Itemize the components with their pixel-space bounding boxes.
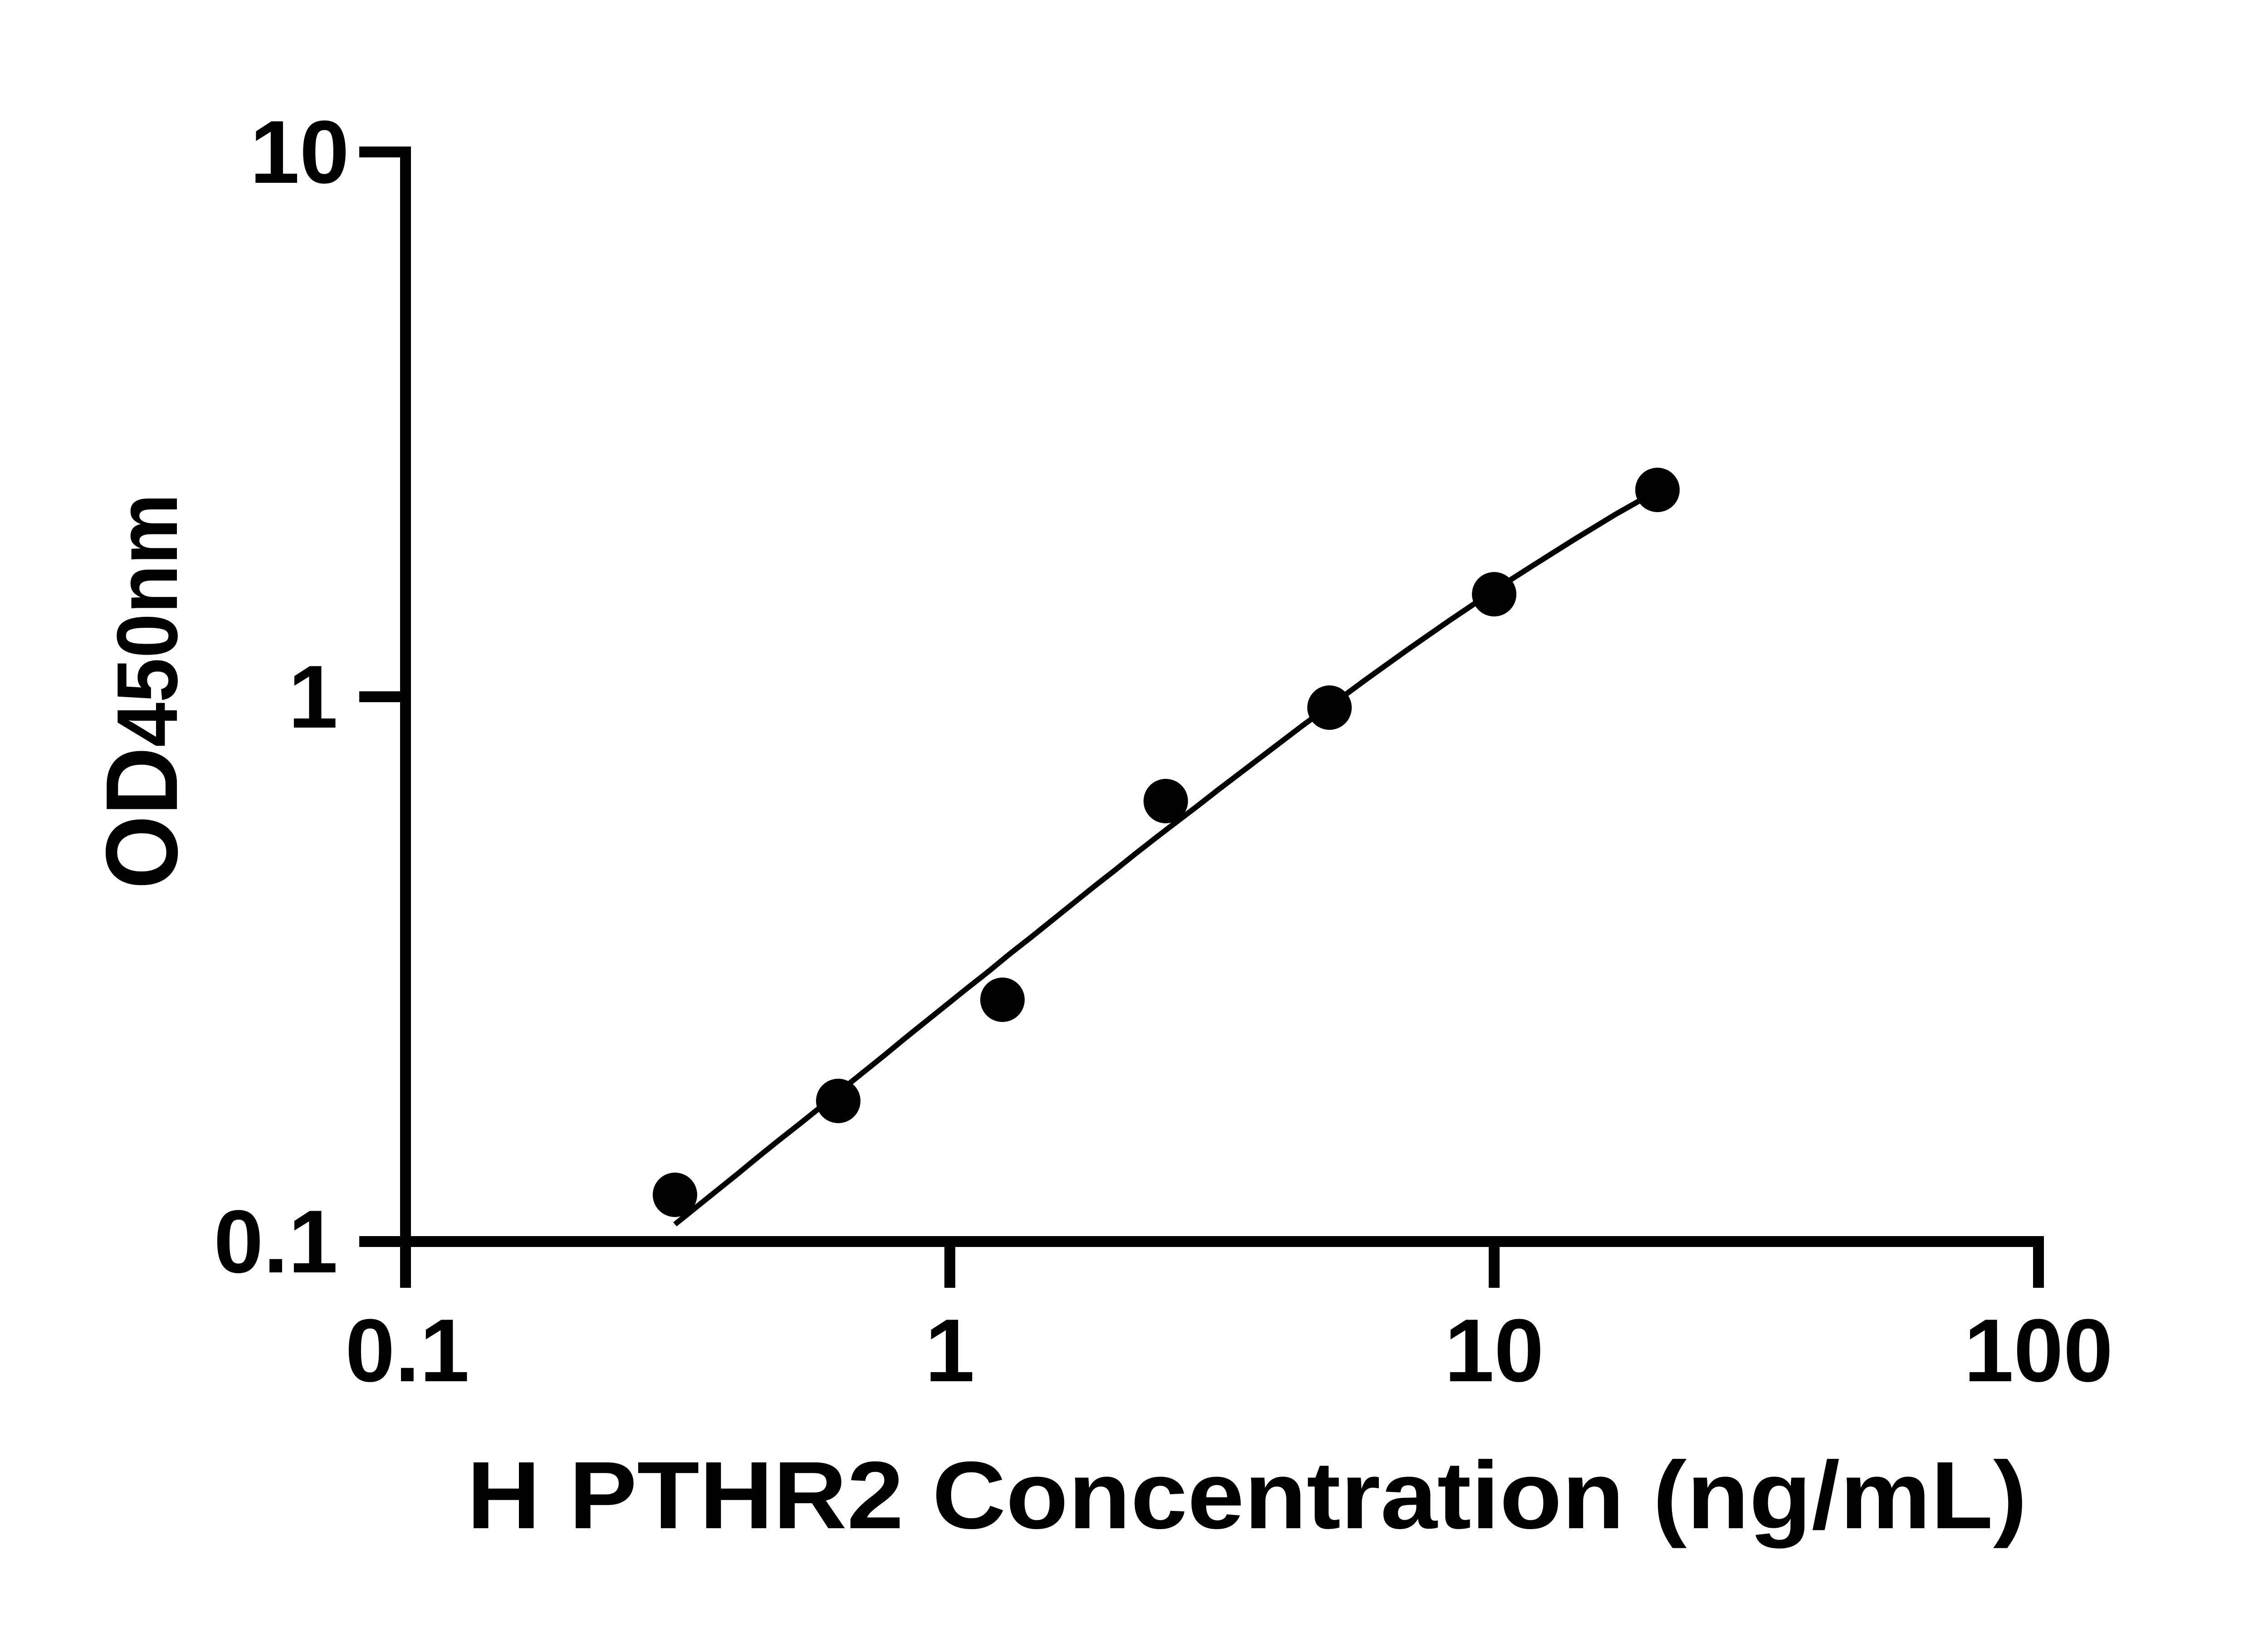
svg-text:10: 10 xyxy=(1444,1301,1544,1400)
svg-text:1: 1 xyxy=(925,1301,975,1400)
svg-text:1: 1 xyxy=(288,647,338,747)
svg-text:OD450nm: OD450nm xyxy=(84,494,199,889)
svg-text:10: 10 xyxy=(250,102,349,202)
svg-text:0.1: 0.1 xyxy=(345,1301,469,1400)
svg-text:H PTHR2 Concentration (ng/mL): H PTHR2 Concentration (ng/mL) xyxy=(467,1442,2027,1549)
svg-text:100: 100 xyxy=(1964,1301,2113,1400)
svg-text:0.1: 0.1 xyxy=(214,1192,338,1291)
